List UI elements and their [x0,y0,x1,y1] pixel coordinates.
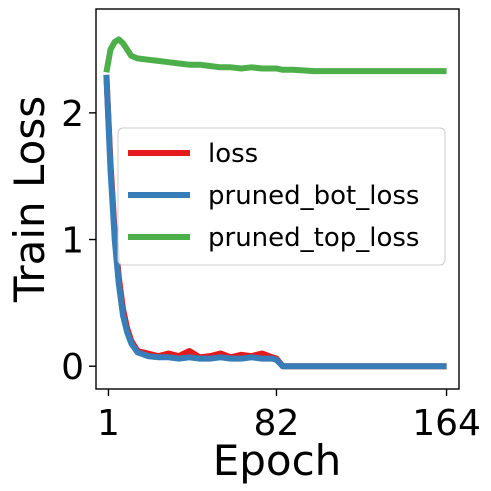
plot-frame [95,8,460,390]
x-tick-label: 164 [412,403,481,444]
legend-box [117,127,446,266]
legend-label-pruned-top-loss: pruned_top_loss [208,223,419,253]
x-axis-title: Epoch [213,436,342,485]
legend-label-loss: loss [208,139,258,169]
y-tick-label: 2 [61,94,84,135]
y-tick-label: 1 [61,221,84,262]
series-line-pruned-bot-loss [103,74,447,370]
x-tick-label: 1 [97,403,120,444]
series-layer [103,36,447,370]
series-line-pruned-top-loss [103,36,447,75]
y-axis-title: Train Loss [5,96,54,303]
legend: loss pruned_bot_loss pruned_top_loss [117,127,446,266]
y-tick-label: 0 [61,347,84,388]
legend-label-pruned-bot-loss: pruned_bot_loss [208,181,419,211]
x-tick-label: 82 [254,403,300,444]
